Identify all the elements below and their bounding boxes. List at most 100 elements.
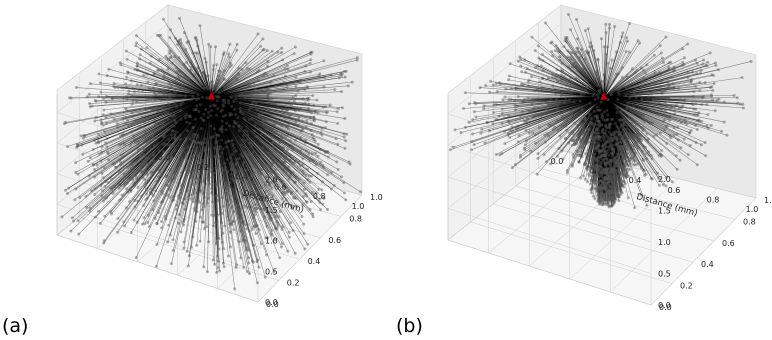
- panel-a-endpoint: [275, 117, 279, 121]
- panel-a-ray: [211, 96, 287, 201]
- panel-a-endpoint: [234, 97, 238, 101]
- panel-a-ray: [211, 96, 293, 151]
- panel-a-endpoint: [189, 159, 193, 163]
- panel-a-endpoint: [88, 82, 92, 86]
- panel-a-ray: [211, 75, 264, 98]
- panel-a-endpoint: [272, 132, 276, 136]
- panel-a-ray: [211, 86, 325, 98]
- panel-a-endpoint: [203, 227, 207, 231]
- panel-a-endpoint: [225, 158, 229, 162]
- panel-a-ray: [210, 96, 218, 136]
- panel-a-endpoint: [129, 189, 133, 193]
- panel-a-endpoint: [123, 121, 127, 125]
- panel-a-endpoint: [186, 264, 190, 268]
- panel-a-endpoint: [226, 200, 230, 204]
- panel-a-endpoint: [135, 83, 139, 87]
- panel-a-ray: [210, 96, 223, 130]
- panel-a-endpoint: [303, 69, 307, 73]
- panel-a-ray: [211, 96, 291, 174]
- panel-a-endpoint: [281, 108, 285, 112]
- panel-a-ray: [211, 96, 278, 109]
- panel-a-endpoint: [135, 220, 139, 224]
- panel-a-ray: [159, 92, 212, 98]
- panel-a-endpoint: [286, 134, 290, 138]
- panel-a-endpoint: [303, 88, 307, 92]
- panel-a-endpoint: [359, 190, 363, 194]
- panel-a-endpoint: [294, 120, 298, 124]
- panel-a-endpoint: [249, 165, 253, 169]
- panel-a-endpoint: [197, 141, 201, 145]
- panel-a-endpoint: [97, 95, 101, 99]
- panel-a-endpoint: [323, 105, 327, 109]
- panel-a-endpoint: [111, 162, 115, 166]
- panel-a-endpoint: [302, 195, 306, 199]
- panel-a-endpoint: [190, 65, 194, 69]
- panel-a-endpoint: [74, 161, 78, 165]
- panel-a-endpoint: [256, 70, 260, 74]
- panel-a-endpoint: [190, 193, 194, 197]
- panel-b-endpoint: [606, 113, 610, 117]
- panel-a-endpoint: [173, 101, 177, 105]
- panel-a-endpoint: [174, 77, 178, 81]
- panel-a-endpoint: [131, 134, 135, 138]
- panel-a-endpoint: [182, 240, 186, 244]
- panel-a-endpoint: [165, 56, 169, 60]
- panel-a-endpoint: [195, 243, 199, 247]
- panel-a-endpoint: [209, 86, 213, 90]
- panel-a-endpoint: [134, 160, 138, 164]
- panel-a-endpoint: [272, 102, 276, 106]
- panel-a-endpoint: [311, 212, 315, 216]
- panel-a-endpoint: [241, 219, 245, 223]
- panel-a-endpoint: [158, 171, 162, 175]
- panel-a-endpoint: [144, 181, 148, 185]
- panel-a-endpoint: [228, 55, 232, 59]
- panel-a-endpoint: [245, 138, 249, 142]
- panel-a-endpoint: [245, 246, 249, 250]
- panel-a-endpoint: [224, 180, 228, 184]
- panel-a-endpoint: [199, 127, 203, 131]
- panel-b-endpoint: [507, 78, 511, 82]
- panel-a-endpoint: [243, 145, 247, 149]
- panel-a-endpoint: [248, 181, 252, 185]
- panel-a-endpoint: [317, 187, 321, 191]
- panel-a-endpoint: [130, 94, 134, 98]
- panel-a-endpoint: [66, 144, 70, 148]
- panel-a-endpoint: [212, 171, 216, 175]
- panel-a-endpoint: [210, 83, 214, 87]
- panel-a-endpoint: [128, 143, 132, 147]
- panel-a-endpoint: [233, 185, 237, 189]
- panel-a-endpoint: [238, 93, 242, 97]
- panel-a-endpoint: [289, 192, 293, 196]
- panel-a-ray: [207, 96, 212, 118]
- panel-a-endpoint: [293, 45, 297, 49]
- panel-a-endpoint: [172, 148, 176, 152]
- panel-a-endpoint: [339, 175, 343, 179]
- panel-a-ray: [143, 96, 212, 155]
- panel-a-endpoint: [229, 139, 233, 143]
- panel-a-endpoint: [347, 160, 351, 164]
- panel-a-endpoint: [344, 69, 348, 73]
- panel-a-grid-line: [56, 115, 259, 272]
- panel-a-endpoint: [332, 184, 336, 188]
- panel-a-endpoint: [222, 77, 226, 81]
- panel-a-ray: [211, 96, 241, 104]
- panel-a-grid-line: [145, 163, 342, 217]
- panel-a-endpoint: [167, 107, 171, 111]
- panel-a-ray: [211, 96, 303, 105]
- panel-a-endpoint: [106, 180, 110, 184]
- panel-a-endpoint: [121, 117, 125, 121]
- panel-a-endpoint: [222, 104, 226, 108]
- panel-a-endpoint: [105, 145, 109, 149]
- panel-a-endpoint: [184, 138, 188, 142]
- panel-a-ray: [211, 96, 271, 185]
- panel-a-endpoint: [291, 95, 295, 99]
- panel-a-ray: [211, 96, 281, 143]
- panel-a-endpoint: [116, 230, 120, 234]
- panel-a-endpoint: [173, 55, 177, 59]
- panel-a-endpoint: [150, 171, 154, 175]
- panel-a-endpoint: [152, 72, 156, 76]
- panel-a-endpoint: [266, 169, 270, 173]
- panel-a-endpoint: [342, 135, 346, 139]
- panel-a-ray: [205, 61, 212, 97]
- panel-a-endpoint: [250, 94, 254, 98]
